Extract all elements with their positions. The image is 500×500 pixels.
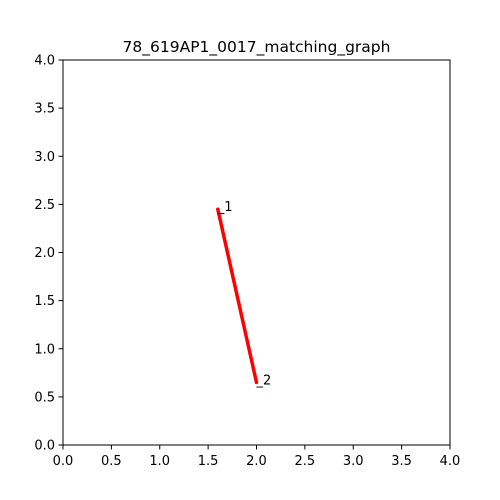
x-tick-label: 1.0 — [149, 454, 170, 469]
node-label-1: _1 — [217, 200, 233, 215]
y-tick-label: 3.5 — [34, 102, 55, 117]
y-tick-label: 1.0 — [34, 342, 55, 357]
x-tick-label: 3.0 — [343, 454, 364, 469]
node-label-2: _2 — [256, 373, 272, 388]
x-tick-label: 1.5 — [198, 454, 219, 469]
y-tick-label: 0.5 — [34, 390, 55, 405]
x-tick-label: 0.5 — [101, 454, 122, 469]
y-tick-label: 3.0 — [34, 150, 55, 165]
x-tick-label: 2.5 — [295, 454, 316, 469]
x-tick-label: 4.0 — [440, 454, 461, 469]
y-tick-label: 0.0 — [34, 439, 55, 454]
chart-title: 78_619AP1_0017_matching_graph — [123, 38, 391, 57]
y-tick-label: 1.5 — [34, 294, 55, 309]
axes-frame — [62, 59, 451, 446]
y-tick-label: 2.0 — [34, 246, 55, 261]
matching-edge — [216, 207, 259, 385]
y-tick-label: 4.0 — [34, 54, 55, 69]
x-tick-label: 2.0 — [246, 454, 267, 469]
x-tick-label: 0.0 — [53, 454, 74, 469]
x-tick-label: 3.5 — [391, 454, 412, 469]
y-tick-label: 2.5 — [34, 198, 55, 213]
plot-area: 0.0 0.5 1.0 1.5 2.0 2.5 3.0 3.5 4.0 0.0 0.5 1.0 1.5 2… — [34, 54, 460, 470]
